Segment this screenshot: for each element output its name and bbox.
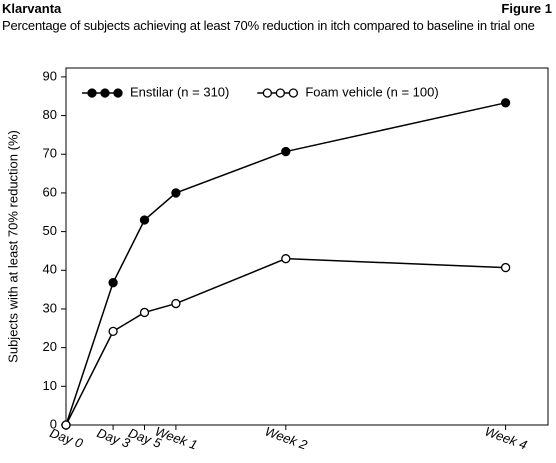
y-tick-label: 50 [43,223,57,238]
marker [262,88,273,98]
data-point [500,262,511,273]
y-tick-label: 90 [43,68,57,83]
marker [87,88,97,98]
data-point [281,254,291,264]
y-tick-label: 0 [50,416,57,431]
header-row: Klarvanta Figure 1 [2,0,552,17]
data-point [139,215,150,225]
data-point [108,278,118,288]
data-point [500,98,511,108]
figure-label: Figure 1 [501,1,552,16]
series-line [65,102,506,426]
y-tick-label: 20 [43,339,57,354]
brand: Klarvanta [2,1,62,16]
legend-label: Enstilar (n = 310) [130,84,229,99]
x-tick-label: Week 2 [263,423,310,452]
chart-title: Percentage of subjects achieving at leas… [2,18,535,33]
data-point [281,146,291,157]
data-point [171,298,181,309]
y-tick-label: 70 [43,146,57,161]
legend-label: Foam vehicle (n = 100) [305,84,438,99]
marker [113,88,123,98]
data-point [61,420,71,430]
y-axis-label: Subjects with at least 70% reduction (%) [5,130,20,363]
y-tick-label: 60 [43,184,57,199]
marker [100,88,110,98]
data-point [171,188,181,198]
plot-frame [65,67,549,426]
data-point [139,307,150,318]
y-tick-label: 10 [43,378,57,393]
marker [275,88,286,98]
data-point [108,326,118,337]
marker [288,88,299,98]
header: Klarvanta Figure 1 Percentage of subject… [2,0,552,34]
y-tick-label: 40 [43,262,57,277]
series-line [65,257,506,426]
y-tick-label: 80 [43,107,57,122]
y-tick-label: 30 [43,300,57,315]
